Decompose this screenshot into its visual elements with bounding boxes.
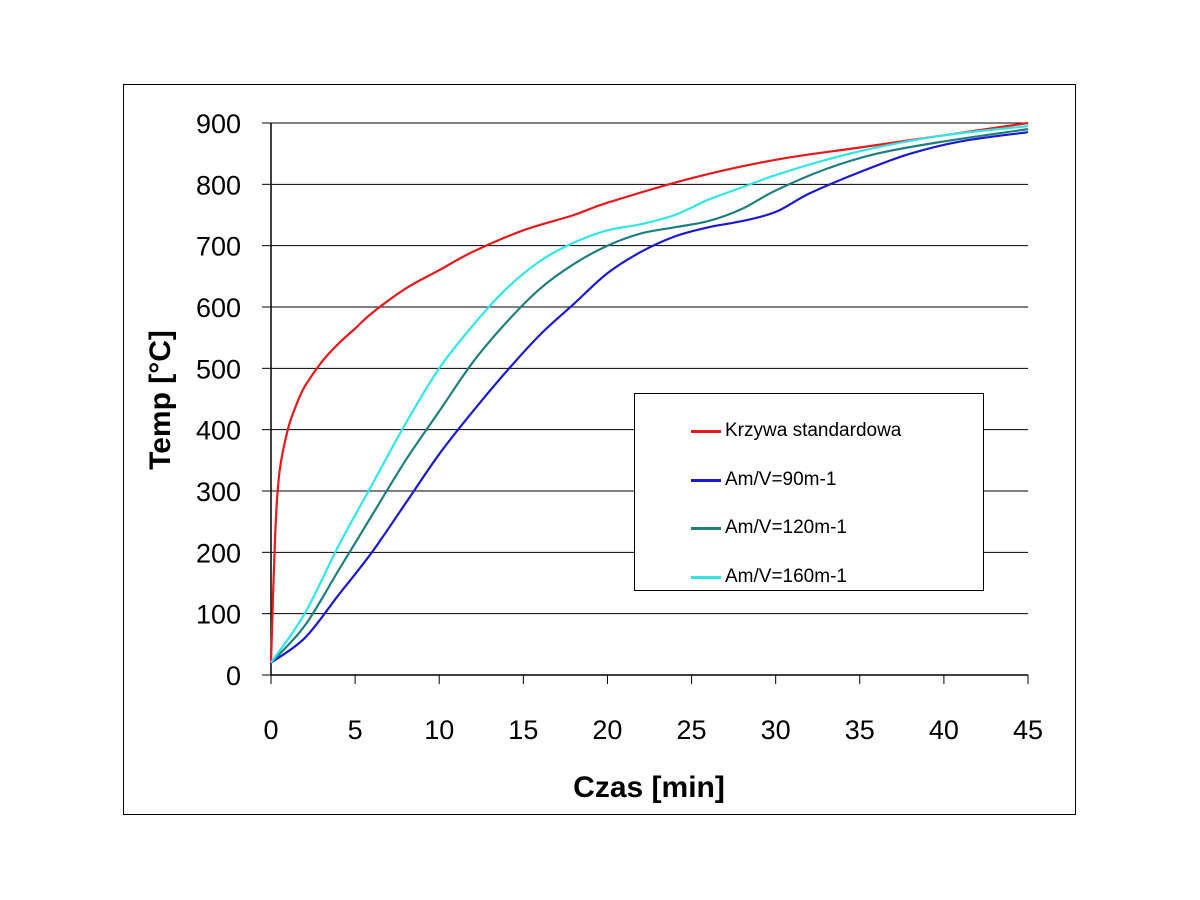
x-tick-label: 10 — [424, 715, 454, 745]
x-tick-label: 35 — [845, 715, 875, 745]
legend-label: Am/V=120m-1 — [725, 517, 847, 538]
series-line-0 — [269, 121, 1029, 663]
legend-label: Krzywa standardowa — [725, 420, 902, 441]
legend: Krzywa standardowa Am/V=90m-1 Am/V=120m-… — [634, 393, 984, 591]
y-tick-label: 600 — [196, 293, 241, 323]
legend-item: Krzywa standardowa — [635, 419, 983, 443]
series-layer — [269, 121, 1029, 664]
legend-swatch — [691, 527, 721, 530]
x-tick-label: 30 — [761, 715, 791, 745]
y-tick-label: 300 — [196, 477, 241, 507]
x-tick-label: 45 — [1013, 715, 1043, 745]
x-tick-label: 15 — [508, 715, 538, 745]
y-tick-label: 400 — [196, 416, 241, 446]
series-line-1 — [270, 131, 1029, 664]
y-tick-label: 200 — [196, 538, 241, 568]
y-tick-label: 0 — [226, 661, 241, 691]
legend-label: Am/V=90m-1 — [725, 469, 837, 490]
legend-item: Am/V=120m-1 — [635, 516, 983, 540]
axis-layer: 0 100 200 300 400 500 600 700 800 900 0 5 10 15 20 25 30… — [196, 109, 1043, 745]
x-tick-label: 25 — [677, 715, 707, 745]
legend-item: Am/V=90m-1 — [635, 468, 983, 492]
y-tick-label: 900 — [196, 109, 241, 139]
x-tick-label: 40 — [929, 715, 959, 745]
y-tick-label: 700 — [196, 232, 241, 262]
x-tick-label: 5 — [348, 715, 363, 745]
legend-swatch — [691, 479, 721, 482]
legend-item: Am/V=160m-1 — [635, 565, 983, 589]
y-tick-label: 800 — [196, 170, 241, 200]
y-tick-label: 100 — [196, 600, 241, 630]
series-line-3 — [270, 125, 1029, 664]
y-tick-label: 500 — [196, 354, 241, 384]
y-axis-title: Temp [°C] — [144, 330, 177, 470]
x-tick-label: 0 — [263, 715, 278, 745]
legend-swatch — [691, 576, 721, 579]
series-line-2 — [270, 128, 1029, 664]
x-tick-label: 20 — [592, 715, 622, 745]
legend-swatch — [691, 430, 721, 433]
legend-label: Am/V=160m-1 — [725, 566, 847, 587]
x-axis-title: Czas [min] — [573, 771, 725, 804]
